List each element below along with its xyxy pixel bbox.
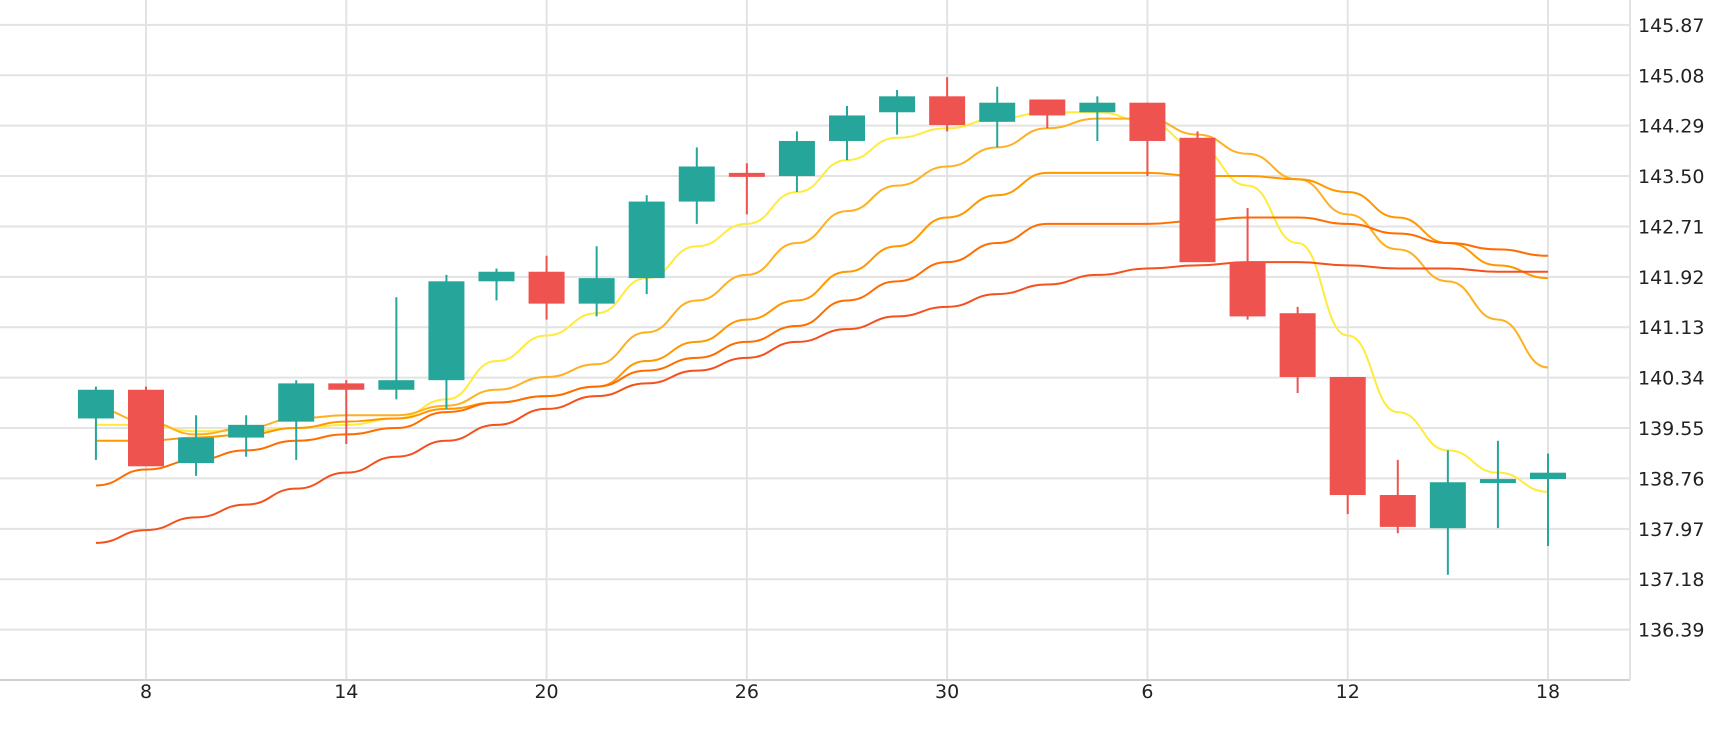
- candle-body: [378, 380, 415, 390]
- candle-down: [1379, 459, 1416, 534]
- candle-body: [728, 172, 765, 177]
- candle-down: [1129, 102, 1166, 177]
- candle-down: [128, 386, 164, 467]
- x-tick-label: 8: [140, 681, 152, 703]
- candle-up: [77, 386, 114, 460]
- candle-down: [1329, 376, 1366, 515]
- y-tick-label: 138.76: [1638, 468, 1704, 490]
- candle-down: [1179, 131, 1216, 263]
- candle-up: [1429, 450, 1466, 575]
- candle-up: [1479, 440, 1516, 529]
- candle-up: [478, 268, 515, 301]
- candle-down: [528, 255, 565, 320]
- candle-up: [1079, 96, 1116, 141]
- candle-up: [778, 131, 815, 193]
- y-tick-label: 142.71: [1638, 216, 1704, 238]
- axes: 145.87 145.08 144.29 143.50 142.71 141.92 141.…: [140, 15, 1705, 703]
- candle-body: [1479, 479, 1516, 484]
- candle-up: [178, 415, 215, 476]
- candle-down: [1279, 306, 1316, 393]
- y-tick-label: 136.39: [1638, 620, 1704, 642]
- candle-up: [428, 274, 465, 409]
- candle-body: [879, 96, 916, 113]
- moving-average-line: [95, 117, 1549, 436]
- moving-average-line: [95, 111, 1549, 493]
- candle-up: [1530, 453, 1566, 547]
- candle-body: [178, 437, 215, 464]
- y-tick-label: 145.08: [1638, 65, 1704, 87]
- x-tick-label: 26: [735, 681, 759, 703]
- candle-body: [328, 383, 365, 390]
- candle-up: [979, 86, 1016, 148]
- moving-average-line: [95, 261, 1548, 544]
- candle-down: [1229, 207, 1266, 320]
- candle-body: [778, 140, 815, 177]
- candle-up: [628, 195, 665, 295]
- candle-body: [1329, 376, 1366, 496]
- candle-body: [1530, 472, 1566, 480]
- y-tick-label: 141.92: [1638, 267, 1704, 289]
- candle-body: [628, 201, 665, 279]
- candle-up: [378, 297, 415, 400]
- candle-up: [829, 105, 865, 161]
- candle-body: [1379, 495, 1416, 527]
- candle-down: [328, 380, 365, 444]
- x-tick-label: 12: [1336, 681, 1360, 703]
- y-tick-label: 141.13: [1638, 317, 1704, 339]
- y-tick-label: 145.87: [1638, 15, 1704, 37]
- y-tick-label: 139.55: [1638, 418, 1704, 440]
- x-tick-label: 20: [534, 681, 558, 703]
- candle-down: [728, 163, 765, 215]
- candle-body: [829, 115, 865, 141]
- x-tick-label: 6: [1141, 681, 1153, 703]
- candle-body: [578, 278, 615, 304]
- grid: [0, 0, 1631, 681]
- candle-body: [278, 383, 315, 422]
- candle-body: [528, 271, 565, 304]
- y-tick-label: 137.97: [1638, 519, 1704, 541]
- candle-up: [879, 89, 916, 135]
- candle-up: [578, 246, 615, 317]
- y-tick-label: 137.18: [1638, 569, 1704, 591]
- candle-body: [979, 102, 1016, 122]
- candles: [77, 77, 1566, 575]
- candle-body: [1029, 99, 1066, 116]
- candle-body: [77, 389, 114, 419]
- candle-body: [128, 389, 164, 467]
- y-tick-label: 140.34: [1638, 368, 1704, 390]
- x-tick-label: 14: [334, 681, 358, 703]
- candle-body: [478, 271, 515, 282]
- candle-up: [278, 380, 315, 460]
- candle-body: [678, 166, 715, 202]
- candle-body: [228, 424, 265, 438]
- x-tick-label: 30: [935, 681, 959, 703]
- candle-up: [228, 415, 265, 457]
- candle-up: [678, 147, 715, 224]
- candle-body: [929, 96, 966, 126]
- candle-down: [1029, 99, 1066, 129]
- candle-body: [1429, 482, 1466, 529]
- candle-body: [1229, 262, 1266, 317]
- y-tick-label: 144.29: [1638, 116, 1704, 138]
- candle-body: [1179, 137, 1216, 263]
- candle-body: [1129, 102, 1166, 141]
- candle-down: [929, 77, 966, 132]
- y-tick-label: 143.50: [1638, 166, 1704, 188]
- candle-body: [1279, 313, 1316, 377]
- candle-body: [1079, 102, 1116, 113]
- x-tick-label: 18: [1536, 681, 1560, 703]
- candle-body: [428, 281, 465, 381]
